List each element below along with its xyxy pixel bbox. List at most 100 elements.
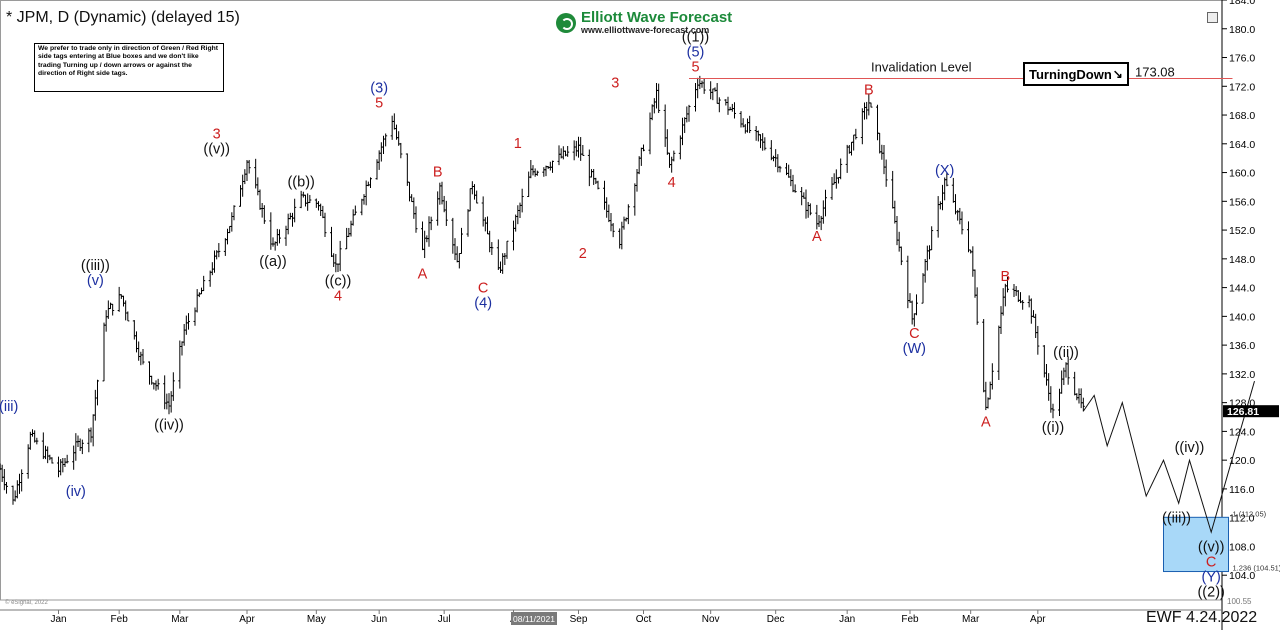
price-tick-label: 108.0 — [1229, 541, 1255, 553]
ohlc-bar — [390, 115, 394, 140]
ohlc-bar — [65, 454, 69, 464]
ohlc-bar — [332, 253, 336, 267]
ohlc-bar — [1066, 356, 1070, 385]
ohlc-bar — [1047, 373, 1051, 401]
ohlc-bar — [730, 103, 734, 112]
ohlc-bar — [958, 207, 962, 225]
ohlc-bar — [241, 174, 245, 197]
time-tick-label: Jan — [50, 614, 66, 625]
ohlc-bar — [512, 220, 515, 251]
ohlc-bar — [319, 203, 323, 216]
time-tick-label: Oct — [636, 614, 652, 625]
wave-label: C — [1206, 554, 1216, 570]
ohlc-bar — [715, 83, 719, 104]
ohlc-bar — [756, 130, 760, 142]
ohlc-bar — [936, 196, 940, 238]
ohlc-bar — [126, 311, 130, 322]
ohlc-bar — [908, 293, 912, 303]
ohlc-bar — [258, 189, 262, 210]
time-tick-label: Apr — [239, 614, 255, 625]
wave-label: 1 — [514, 136, 522, 152]
ohlc-bar — [808, 203, 812, 216]
ohlc-bar — [262, 205, 266, 224]
ohlc-bar — [869, 102, 873, 108]
ohlc-bar — [466, 209, 470, 237]
ohlc-bar — [13, 490, 17, 502]
ohlc-bar — [678, 135, 682, 160]
ohlc-bar — [620, 221, 624, 250]
ohlc-bar — [182, 324, 186, 346]
logo-url: www.elliottwave-forecast.com — [581, 24, 710, 35]
ohlc-bar — [642, 144, 645, 152]
ohlc-bar — [167, 393, 171, 415]
ohlc-bar — [18, 473, 21, 494]
ohlc-bar — [566, 146, 570, 157]
ohlc-bar — [863, 102, 866, 120]
ohlc-bar — [455, 246, 459, 263]
wave-label: C — [478, 281, 488, 297]
ohlc-bar — [789, 169, 793, 187]
ohlc-bar — [353, 205, 357, 216]
ohlc-bar — [951, 177, 955, 203]
ohlc-bar — [915, 294, 918, 316]
window-restore-icon[interactable] — [1207, 12, 1218, 23]
ohlc-bar — [405, 153, 409, 186]
ohlc-bar — [1077, 388, 1081, 404]
ohlc-bar — [184, 315, 188, 335]
ohlc-bar — [895, 216, 899, 246]
ohlc-bar — [652, 98, 656, 114]
ohlc-bar — [80, 439, 84, 455]
ohlc-bar — [260, 203, 264, 218]
wave-label: (v) — [87, 273, 104, 289]
ohlc-bar — [291, 212, 294, 227]
ohlc-bar — [156, 378, 160, 390]
ohlc-bar — [557, 145, 561, 166]
time-tick-label: Feb — [901, 614, 919, 625]
ohlc-bar — [59, 459, 63, 476]
ohlc-bar — [284, 225, 288, 246]
ohlc-bar — [46, 446, 50, 464]
ohlc-bar — [696, 77, 700, 99]
ohlc-bar — [622, 216, 626, 230]
price-tick-label: 176.0 — [1229, 53, 1255, 65]
ohlc-bar — [806, 201, 810, 218]
ohlc-bar — [999, 306, 1003, 335]
ohlc-bar — [531, 165, 535, 176]
ohlc-bar — [11, 485, 15, 505]
ohlc-bar — [967, 221, 970, 253]
ohlc-bar — [960, 211, 964, 235]
ohlc-bar — [1021, 299, 1025, 310]
price-tick-label: 124.0 — [1229, 426, 1255, 438]
wave-label: ((iii)) — [1162, 511, 1191, 527]
ohlc-bar — [954, 194, 957, 215]
ohlc-bar — [717, 97, 721, 113]
ohlc-bar — [1032, 310, 1035, 318]
ohlc-bar — [304, 194, 307, 207]
ohlc-bar — [1051, 403, 1055, 419]
ohlc-bar — [527, 171, 531, 198]
ohlc-bar — [516, 205, 520, 225]
ohlc-bar — [412, 197, 416, 219]
ohlc-bar — [592, 169, 596, 185]
wave-label: ((v)) — [203, 142, 230, 158]
ohlc-bar — [754, 126, 758, 141]
ohlc-bar — [230, 212, 234, 232]
ohlc-bar — [1029, 298, 1033, 324]
ohlc-bar — [408, 181, 411, 202]
ohlc-bar — [1079, 388, 1083, 409]
ohlc-bar — [821, 200, 825, 224]
ohlc-bar — [141, 348, 145, 365]
ohlc-bar — [423, 230, 427, 259]
wave-label: ((2)) — [1197, 584, 1224, 600]
wave-label: (W) — [903, 341, 926, 357]
ohlc-bar — [763, 137, 767, 151]
wave-label: ((i)) — [1042, 420, 1065, 436]
ohlc-bar — [429, 216, 433, 231]
ohlc-bar — [746, 118, 749, 133]
ohlc-bar — [694, 83, 697, 112]
ohlc-bar — [743, 124, 747, 134]
ohlc-bar — [520, 188, 524, 213]
date-stamp: EWF 4.24.2022 — [1146, 609, 1258, 626]
ohlc-bar — [330, 226, 333, 258]
